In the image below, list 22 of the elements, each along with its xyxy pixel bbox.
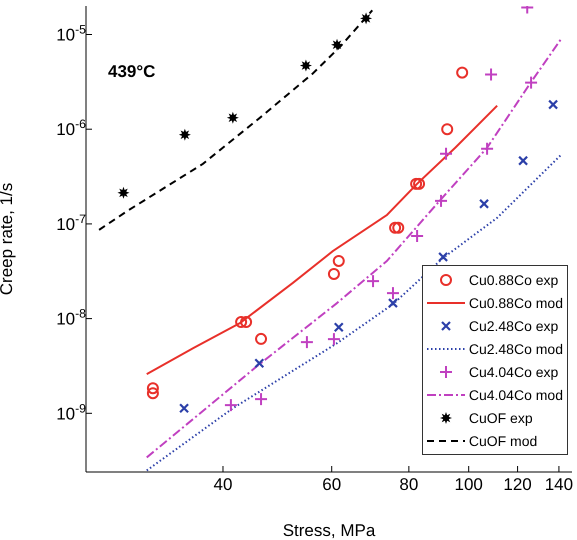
legend-label: CuOF exp <box>468 410 533 426</box>
x-tick-label: 120 <box>503 475 532 494</box>
y-tick-label: 10$^{-9}$ <box>56 401 86 424</box>
y-axis-title: Creep rate, 1/s <box>0 182 16 296</box>
legend-label: Cu2.48Co mod <box>468 340 563 356</box>
y-tick-label: 10$^{-6}$ <box>56 117 86 140</box>
legend-label: Cu2.48Co exp <box>468 318 558 334</box>
y-tick-label: 10$^{-8}$ <box>56 306 86 329</box>
legend-label: Cu0.88Co exp <box>468 272 558 288</box>
annotation: 439°C <box>108 62 156 82</box>
x-tick-label: 60 <box>322 475 342 494</box>
x-tick-label: 80 <box>399 475 418 494</box>
legend-label: Cu0.88Co mod <box>468 294 563 310</box>
y-tick-label: 10$^{-5}$ <box>56 22 86 45</box>
legend-label: Cu4.04Co mod <box>468 386 563 402</box>
x-tick-label: 140 <box>544 475 574 494</box>
legend-label: CuOF mod <box>468 432 538 448</box>
x-tick-label: 40 <box>214 475 232 494</box>
y-tick-label: 10$^{-7}$ <box>56 212 86 234</box>
x-tick-label: 100 <box>454 475 483 494</box>
legend-label: Cu4.04Co exp <box>468 364 558 380</box>
x-axis-title: Stress, MPa <box>282 521 376 540</box>
